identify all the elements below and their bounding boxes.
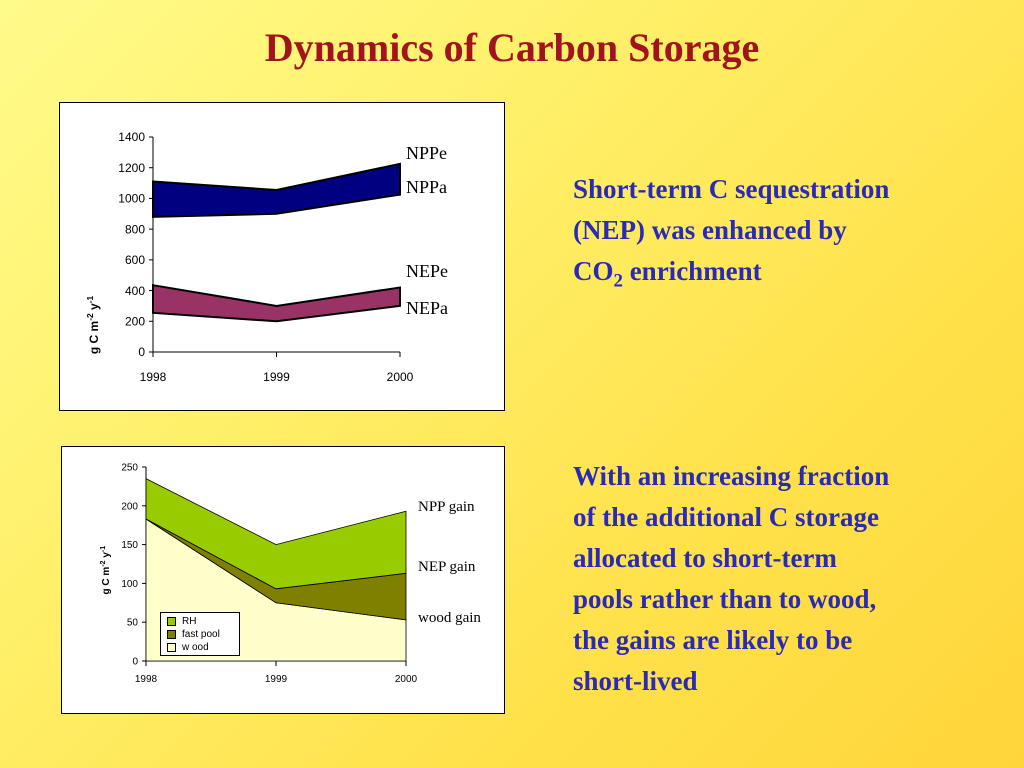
- legend-swatch-fast-pool: [167, 630, 176, 639]
- legend-swatch-rh: [167, 617, 176, 626]
- legend-label-wood: w ood: [182, 642, 209, 653]
- label-nep-gain: NEP gain: [418, 559, 475, 576]
- legend-label-rh: RH: [182, 616, 196, 627]
- legend-item-wood: w ood: [167, 641, 239, 654]
- paragraph2-line5: the gains are likely to be: [573, 620, 993, 661]
- label-npp-gain: NPP gain: [418, 499, 475, 516]
- y-tick-label: 1400: [118, 130, 145, 144]
- npp-band: [153, 164, 400, 217]
- x-tick-label: 2000: [387, 370, 414, 384]
- paragraph2-line2: of the additional C storage: [573, 497, 993, 538]
- paragraph2-line6: short-lived: [573, 661, 993, 702]
- nep-band: [153, 285, 400, 321]
- x-tick-label: 1998: [140, 370, 167, 384]
- paragraph1-line2: (NEP) was enhanced by: [573, 210, 993, 251]
- chart2-legend: RH fast pool w ood: [160, 612, 240, 656]
- y-tick-label: 1200: [118, 161, 145, 175]
- paragraph1-line1: Short-term C sequestration: [573, 169, 993, 210]
- legend-label-fast-pool: fast pool: [182, 629, 220, 640]
- paragraph-short-lived-gains: With an increasing fraction of the addit…: [573, 456, 993, 702]
- y-tick-label: 400: [125, 284, 145, 298]
- legend-swatch-wood: [167, 643, 176, 652]
- chart1-y-axis-label: g C m-2 y-1: [85, 265, 101, 385]
- legend-item-rh: RH: [167, 615, 239, 628]
- label-nepe: NEPe: [406, 261, 448, 282]
- y-tick-label: 100: [121, 579, 138, 590]
- x-tick-label: 1999: [263, 370, 290, 384]
- x-tick-label: 1999: [265, 674, 288, 685]
- y-tick-label: 1000: [118, 192, 145, 206]
- paragraph-nep-enhanced: Short-term C sequestration (NEP) was enh…: [573, 169, 993, 301]
- y-tick-label: 200: [125, 314, 145, 328]
- legend-item-fast-pool: fast pool: [167, 628, 239, 641]
- y-tick-label: 200: [121, 501, 138, 512]
- label-nppa: NPPa: [406, 177, 447, 198]
- label-nppe: NPPe: [406, 143, 447, 164]
- y-tick-label: 50: [127, 618, 139, 629]
- slide-title: Dynamics of Carbon Storage: [0, 24, 1024, 71]
- y-tick-label: 0: [132, 657, 138, 668]
- paragraph1-line3: CO2 enrichment: [573, 251, 993, 301]
- npp-nep-chart: 0 200 400 600 800 1000 1200 1400 1998 1999 2000 g …: [59, 102, 505, 411]
- chart2-y-axis-label: g C m-2 y-1: [100, 520, 112, 620]
- label-nepa: NEPa: [406, 298, 448, 319]
- label-wood-gain: wood gain: [418, 610, 481, 627]
- y-tick-label: 150: [121, 540, 138, 551]
- x-tick-label: 2000: [395, 674, 418, 685]
- paragraph2-line3: allocated to short-term: [573, 538, 993, 579]
- paragraph2-line1: With an increasing fraction: [573, 456, 993, 497]
- x-tick-label: 1998: [135, 674, 158, 685]
- gain-allocation-chart: 0 50 100 150 200 250 1998 1999 2000 g C m-2 y-1 …: [61, 446, 505, 714]
- y-tick-label: 600: [125, 253, 145, 267]
- gain-allocation-chart-svg: 0 50 100 150 200 250 1998 1999 2000: [62, 447, 506, 715]
- paragraph2-line4: pools rather than to wood,: [573, 579, 993, 620]
- y-tick-label: 250: [121, 463, 138, 474]
- y-tick-label: 0: [138, 345, 145, 359]
- y-tick-label: 800: [125, 222, 145, 236]
